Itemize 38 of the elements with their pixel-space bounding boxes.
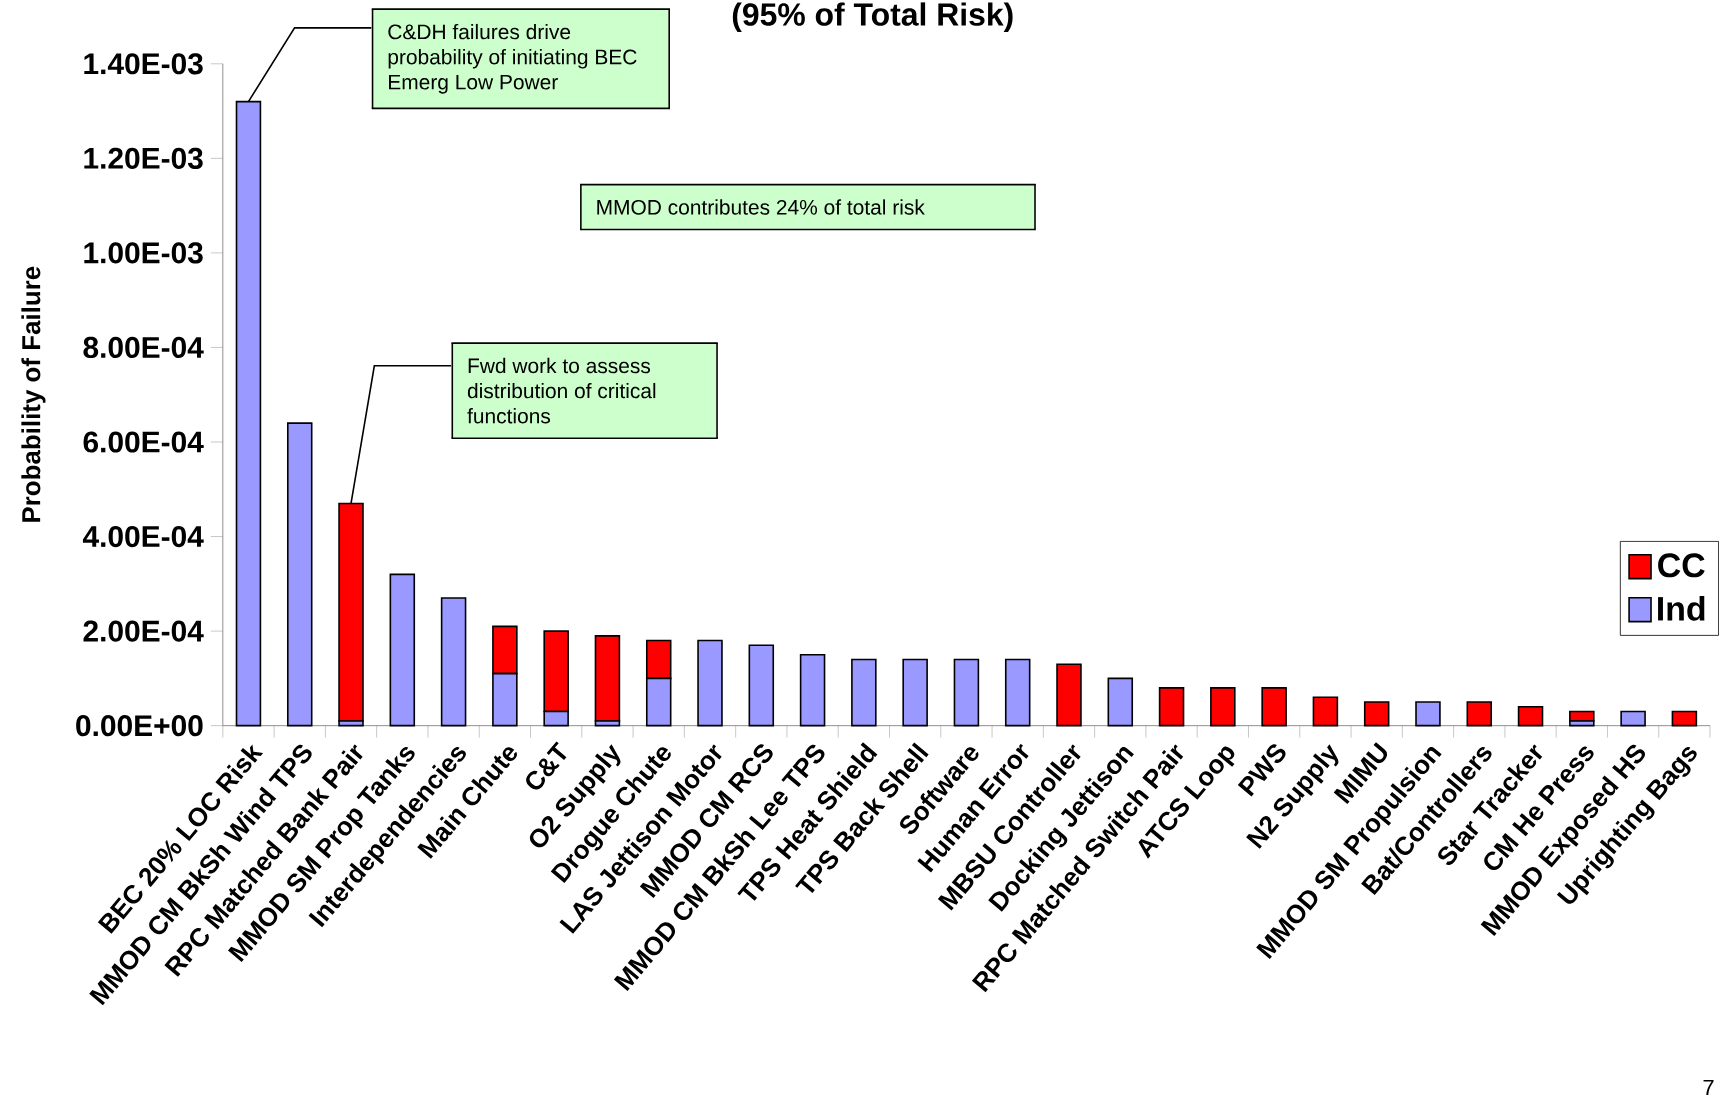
y-tick-label: 4.00E-04 (82, 525, 204, 547)
bar (389, 573, 416, 727)
bar (1107, 677, 1134, 727)
bar (594, 634, 621, 722)
bar (1158, 686, 1185, 727)
text: 7 (1703, 1079, 1714, 1095)
bar (1671, 710, 1698, 727)
bar (1312, 696, 1339, 727)
bar (1517, 705, 1544, 727)
legend-label: CC (1658, 553, 1705, 578)
y-tick-label: 8.00E-04 (83, 336, 204, 358)
bar (851, 658, 877, 727)
bar (1056, 663, 1082, 727)
y-tick-label: 0.00E+00 (76, 714, 203, 737)
bar (1415, 701, 1441, 727)
bar (748, 644, 775, 727)
annotation: C&DH failures drive probability of initiating BEC Emerg Low Power (388, 23, 637, 94)
y-tick-label: 1.40E-03 (84, 52, 203, 75)
y-tick-label: 2.00E-04 (83, 620, 204, 642)
legend-label: Ind (1658, 595, 1705, 621)
bar (440, 597, 467, 727)
bar (1620, 710, 1646, 727)
y-tick-label: 1.20E-03 (84, 147, 203, 169)
bar (799, 653, 826, 727)
bar (953, 658, 980, 727)
chart-title: (95% of Total Risk) (732, 2, 1013, 32)
bar (1261, 686, 1287, 727)
y-tick-label: 6.00E-04 (83, 431, 204, 453)
y-axis-title: Probability of Failure (21, 266, 46, 522)
bar (286, 422, 313, 727)
annotation: Fwd work to assess distribution of critical functions (467, 357, 656, 424)
bar (697, 639, 723, 727)
y-tick-label: 1.00E-03 (84, 242, 203, 264)
bar (1466, 701, 1493, 727)
bar (1004, 658, 1031, 727)
bar (1363, 701, 1390, 727)
bar (902, 658, 928, 727)
bar (1210, 686, 1236, 727)
